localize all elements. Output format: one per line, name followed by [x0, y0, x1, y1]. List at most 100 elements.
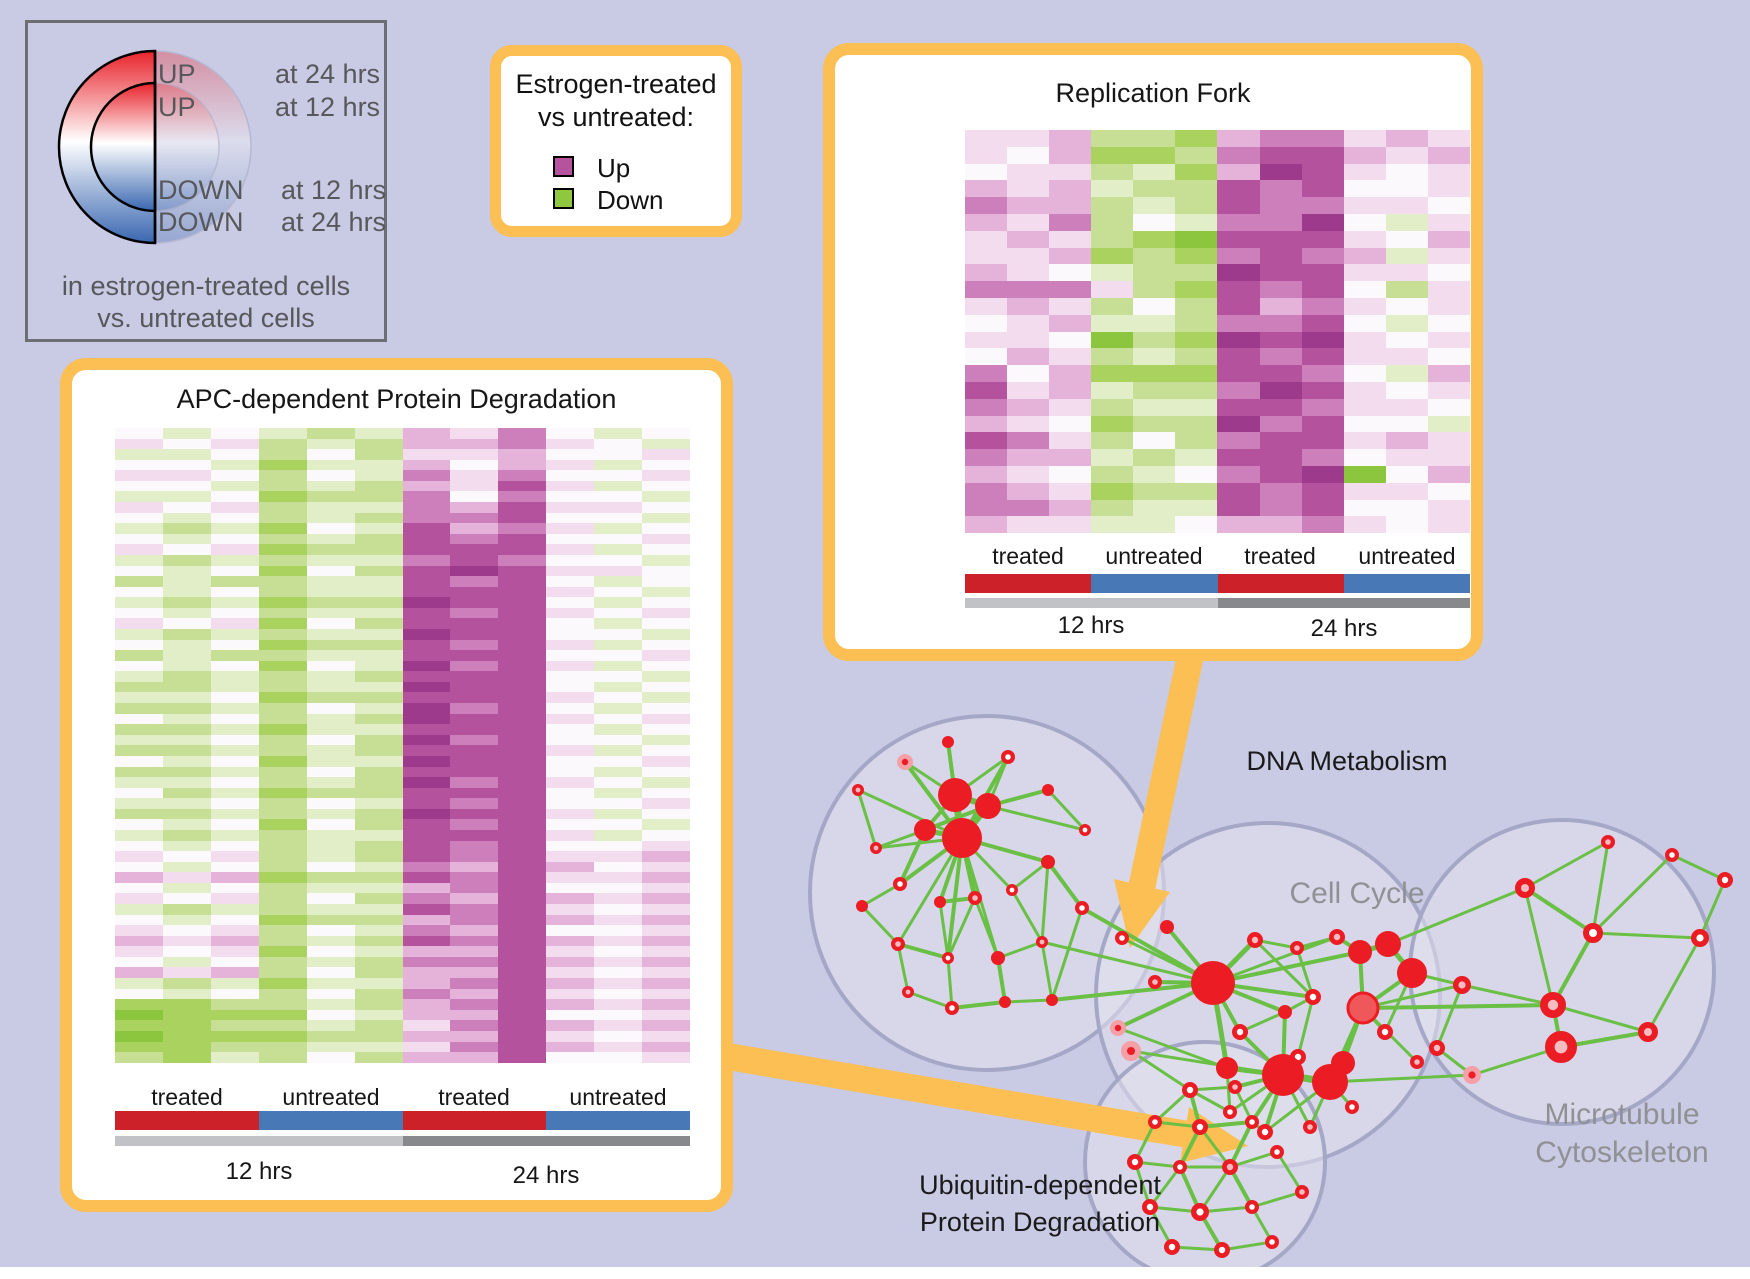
heatmap-cell [354, 798, 403, 809]
network-node-ring [1664, 847, 1679, 862]
heatmap-cell [162, 1009, 211, 1021]
heatmap-row [115, 734, 691, 746]
heatmap-cell [594, 840, 643, 852]
heatmap-cell [1427, 499, 1470, 517]
network-edge [1591, 853, 1674, 935]
network-node-ring [1114, 930, 1129, 945]
network-node-ring-pink [967, 890, 982, 905]
heatmap-cell [594, 1009, 643, 1021]
heatmap-cell [354, 628, 403, 640]
heatmap-cell [354, 512, 403, 524]
heatmap-cell [1217, 163, 1260, 181]
heatmap-cell [1259, 230, 1302, 248]
heatmap-cell [162, 904, 211, 915]
heatmap-cell [354, 777, 403, 788]
heatmap-cell [306, 438, 355, 450]
heatmap-row [965, 415, 1470, 433]
up-down-gradient-circles-icon [57, 49, 252, 245]
heatmap-cell [162, 999, 211, 1010]
heatmap-cell [1049, 230, 1092, 248]
heatmap-cell [450, 787, 499, 799]
heatmap-cell [1007, 482, 1050, 500]
heatmap-cell [1385, 130, 1428, 147]
heatmap-cell [162, 988, 211, 1000]
heatmap-cell [1175, 297, 1218, 315]
network-edge [938, 900, 950, 960]
heatmap-cell [115, 745, 163, 756]
heatmap-cell [1091, 365, 1134, 382]
heatmap-cell [546, 1009, 595, 1021]
heatmap-row [115, 787, 691, 799]
heatmap-cell [1301, 197, 1344, 214]
heatmap-cell [354, 449, 403, 460]
heatmap-cell [498, 946, 547, 957]
heatmap-cell [1007, 432, 1050, 450]
heatmap-cell [402, 946, 451, 957]
heatmap-cell [115, 544, 163, 555]
heatmap-cell [642, 480, 691, 492]
heatmap-cell [498, 734, 547, 746]
apc-12hrs-label: 12 hrs [225, 1158, 293, 1185]
heatmap-cell [1259, 163, 1302, 181]
heatmap-cell [1133, 398, 1176, 416]
heatmap-cell [1427, 197, 1470, 214]
heatmap-cell [306, 988, 355, 1000]
heatmap-cell [1301, 213, 1344, 231]
heatmap-cell [450, 893, 499, 905]
heatmap-cell [354, 904, 403, 915]
network-node-ring-pink [1329, 929, 1346, 946]
heatmap-row [115, 660, 691, 672]
heatmap-cell [642, 1041, 691, 1053]
network-node-solid [942, 818, 982, 858]
heatmap-cell [306, 628, 355, 640]
network-edge [1040, 940, 1054, 1002]
heatmap-cell [1049, 348, 1092, 366]
heatmap-cell [258, 999, 307, 1010]
heatmap-cell [162, 628, 211, 640]
heatmap-cell [162, 819, 211, 830]
heatmap-cell [1385, 465, 1428, 483]
heatmap-cell [162, 597, 211, 608]
heatmap-cell [258, 914, 307, 926]
heatmap-cell [642, 1052, 691, 1063]
network-node-ring [1269, 1144, 1284, 1159]
heatmap-cell [1385, 180, 1428, 198]
heatmap-cell [965, 197, 1008, 214]
heatmap-cell [210, 470, 259, 481]
heatmap-cell [306, 512, 355, 524]
heatmap-cell [594, 755, 643, 767]
heatmap-cell [306, 1009, 355, 1021]
heatmap-cell [1007, 331, 1050, 349]
apc-group-label-2: untreated [282, 1084, 380, 1110]
heatmap-cell [1301, 348, 1344, 366]
heatmap-cell [210, 893, 259, 905]
heatmap-cell [642, 766, 691, 778]
heatmap-cell [258, 703, 307, 714]
network-edge [1148, 1165, 1182, 1209]
heatmap-cell [594, 745, 643, 756]
annotation-arrow-head-1 [1114, 879, 1170, 948]
heatmap-row [115, 777, 691, 788]
heatmap-cell [594, 829, 643, 841]
heatmap-cell [450, 872, 499, 883]
heatmap-cell [115, 480, 163, 492]
heatmap-cell [258, 1041, 307, 1053]
heatmap-cell [546, 766, 595, 778]
heatmap-cell [1133, 348, 1176, 366]
heatmap-cell [1385, 213, 1428, 231]
heatmap-cell [450, 650, 499, 661]
heatmap-cell [162, 449, 211, 460]
heatmap-cell [450, 586, 499, 598]
network-node-ring-pink [1638, 1022, 1658, 1042]
heatmap-row [115, 480, 691, 492]
heatmap-cell [402, 650, 451, 661]
heatmap-cell [258, 956, 307, 968]
heatmap-cell [210, 819, 259, 830]
heatmap-cell [210, 502, 259, 513]
heatmap-cell [594, 502, 643, 513]
heatmap-cell [306, 597, 355, 608]
heatmap-cell [546, 671, 595, 682]
heatmap-cell [115, 639, 163, 651]
heatmap-cell [402, 576, 451, 587]
heatmap-cell [1049, 499, 1092, 517]
